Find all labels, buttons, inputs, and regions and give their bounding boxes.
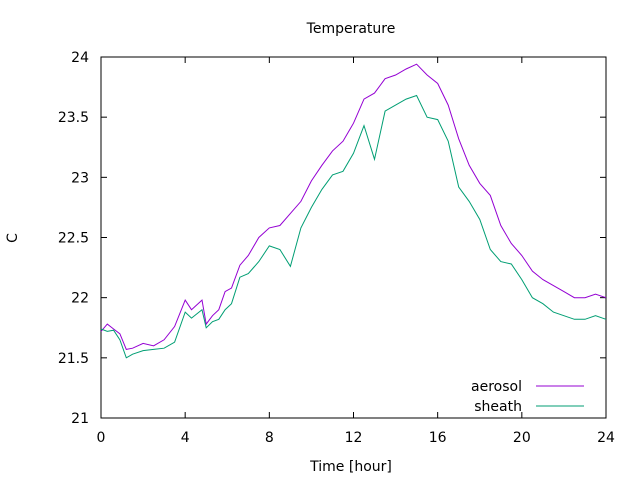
legend-label-sheath: sheath [474,399,522,415]
y-tick-label: 22 [71,291,89,307]
y-tick-label: 24 [71,50,89,66]
series-group [100,63,607,359]
y-axis-label: C [5,233,21,243]
chart-title: Temperature [306,21,396,37]
series-line-sheath [100,94,607,359]
legend: aerosol sheath [471,379,584,415]
plot-frame [100,56,607,419]
y-tick-label: 23 [71,170,89,186]
y-tick-label: 21.5 [58,351,89,367]
y-tick-label: 21 [71,411,89,427]
x-axis-label: Time [hour] [309,459,392,475]
x-tick-label: 20 [513,430,531,446]
y-tick-label: 23.5 [58,110,89,126]
x-tick-label: 0 [97,430,106,446]
y-tick-label: 22.5 [58,231,89,247]
x-tick-label: 4 [181,430,190,446]
x-tick-label: 24 [597,430,615,446]
x-tick-label: 8 [265,430,274,446]
legend-label-aerosol: aerosol [471,379,522,395]
series-line-aerosol [100,63,607,350]
axis-ticks: 0 4 8 12 16 20 24 21 21.5 22 22.5 23 23.5 24 [58,50,615,446]
x-tick-label: 16 [429,430,447,446]
x-tick-label: 12 [345,430,363,446]
